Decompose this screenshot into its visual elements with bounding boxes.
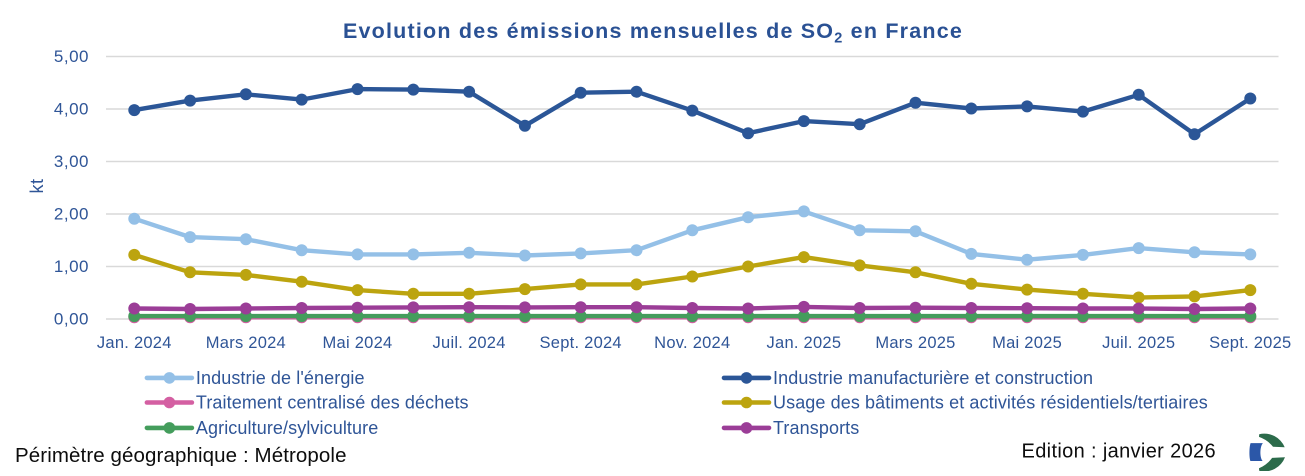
svg-text:Industrie de l'énergie: Industrie de l'énergie — [196, 368, 365, 388]
svg-text:4,00: 4,00 — [54, 100, 89, 119]
svg-text:5,00: 5,00 — [54, 47, 89, 66]
svg-text:Traitement centralisé des déch: Traitement centralisé des déchets — [196, 393, 469, 413]
svg-text:Usage des bâtiments et activit: Usage des bâtiments et activités résiden… — [773, 393, 1208, 413]
svg-text:Mars 2025: Mars 2025 — [875, 334, 955, 352]
svg-text:Transports: Transports — [773, 418, 859, 438]
svg-text:Juil. 2024: Juil. 2024 — [433, 334, 506, 352]
svg-text:0,00: 0,00 — [54, 310, 89, 329]
svg-text:2,00: 2,00 — [54, 205, 89, 224]
svg-text:1,00: 1,00 — [54, 257, 89, 276]
svg-text:kt: kt — [27, 178, 47, 193]
svg-text:Mai 2024: Mai 2024 — [323, 334, 393, 352]
svg-text:Sept. 2025: Sept. 2025 — [1209, 334, 1291, 352]
svg-text:Jan. 2024: Jan. 2024 — [97, 334, 172, 352]
svg-text:Mai 2025: Mai 2025 — [992, 334, 1062, 352]
svg-text:Sept. 2024: Sept. 2024 — [540, 334, 622, 352]
svg-text:Périmètre géographique : Métro: Périmètre géographique : Métropole — [15, 444, 347, 467]
svg-text:Mars 2024: Mars 2024 — [206, 334, 286, 352]
svg-text:Jan. 2025: Jan. 2025 — [767, 334, 842, 352]
svg-text:Edition : janvier 2026: Edition : janvier 2026 — [1022, 441, 1217, 463]
svg-text:3,00: 3,00 — [54, 152, 89, 171]
svg-text:Evolution des émissions mensue: Evolution des émissions mensuelles de SO… — [343, 19, 963, 47]
svg-text:Agriculture/sylviculture: Agriculture/sylviculture — [196, 418, 378, 438]
svg-text:Juil. 2025: Juil. 2025 — [1102, 334, 1175, 352]
svg-text:Nov. 2024: Nov. 2024 — [654, 334, 730, 352]
svg-text:Industrie manufacturière et co: Industrie manufacturière et construction — [773, 368, 1093, 388]
